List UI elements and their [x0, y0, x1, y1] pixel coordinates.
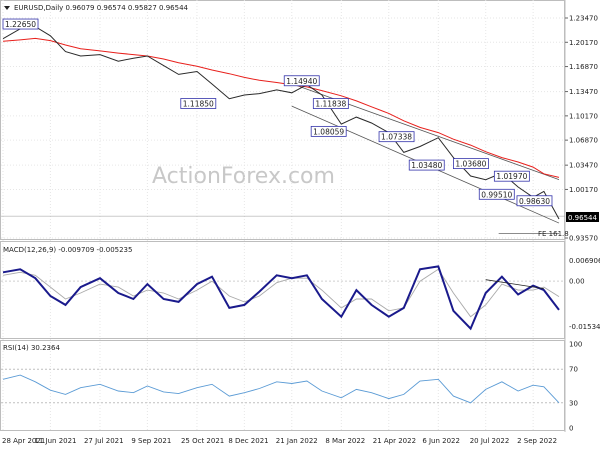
price-tick-label: 1.20170	[569, 39, 598, 47]
macd-line	[2, 265, 560, 331]
x-tick-label: 2 Sep 2022	[517, 437, 557, 445]
last-price-label: 0.96544	[568, 214, 597, 222]
x-tick-label: 6 Jun 2022	[422, 437, 460, 445]
annotation-label: 1.11850	[183, 99, 214, 108]
macd-signal-line	[2, 268, 560, 318]
x-tick-label: 21 Jan 2022	[276, 437, 318, 445]
x-tick-label: 8 Dec 2021	[228, 437, 268, 445]
rsi-tick-label: 0	[569, 425, 573, 433]
annotation-box	[312, 98, 349, 109]
annotation-label: 1.14940	[286, 77, 317, 86]
price-tick-label: 1.16870	[569, 63, 598, 71]
annotation-label: 1.07338	[381, 133, 412, 142]
annotation-label: 1.03680	[455, 160, 486, 169]
annotation-label: 1.11838	[315, 100, 346, 109]
level-annotation: 1.08059	[310, 125, 347, 137]
level-annotation: 1.22650	[2, 18, 39, 30]
annotation-label: 1.03480	[411, 161, 442, 170]
macd-tick-label: 0.006906	[569, 257, 600, 265]
chart-menu-triangle-icon[interactable]	[4, 6, 10, 10]
price-tick-label: 1.10170	[569, 112, 598, 120]
annotation-box	[516, 195, 553, 207]
price-tick-label: 1.03470	[569, 162, 598, 170]
annotation-box	[478, 188, 515, 200]
annotation-box	[408, 159, 445, 171]
annotation-box	[453, 158, 489, 170]
rsi-tick-label: 100	[569, 341, 582, 349]
annotation-label: 0.98630	[519, 197, 550, 206]
x-tick-label: 21 Apr 2022	[373, 437, 416, 445]
annotation-box	[493, 170, 530, 182]
x-tick-label: 25 Oct 2021	[181, 437, 224, 445]
macd-header: MACD(12,26,9) -0.009709 -0.005235	[3, 246, 132, 254]
level-annotation: 1.03680	[453, 158, 489, 170]
x-tick-label: 28 Apr 2021	[2, 437, 45, 445]
annotation-box	[2, 18, 39, 30]
price-tick-label: 0.93570	[569, 235, 598, 243]
annotation-label: 1.08059	[313, 127, 344, 136]
x-tick-label: 11 Jun 2021	[34, 437, 76, 445]
annotation-label: 0.99510	[481, 190, 512, 199]
level-annotation: 1.01970	[493, 170, 530, 182]
rsi-tick-label: 30	[569, 399, 578, 407]
rsi-line	[2, 374, 560, 404]
price-tick-label: 1.23470	[569, 15, 598, 23]
annotation-box	[378, 131, 415, 143]
x-tick-label: 27 Jul 2021	[84, 437, 124, 445]
x-tick-label: 20 Jul 2022	[470, 437, 510, 445]
rsi-tick-label: 70	[569, 366, 578, 374]
annotation-label: 1.01970	[496, 172, 527, 181]
level-annotation: 0.98630	[516, 195, 553, 207]
channel-upper-line	[284, 80, 560, 181]
price-tick-label: 1.06870	[569, 137, 598, 145]
price-tick-label: 1.00170	[569, 186, 598, 194]
last-price-box	[566, 212, 599, 222]
macd-trendline	[485, 279, 544, 289]
macd-tick-label: 0.00	[569, 278, 585, 286]
level-annotation: 1.11838	[312, 98, 349, 109]
annotation-box	[310, 125, 347, 137]
level-annotation: 1.03480	[408, 159, 445, 171]
x-tick-label: 8 Mar 2022	[325, 437, 365, 445]
price-header: EURUSD,Daily 0.96079 0.96574 0.95827 0.9…	[14, 4, 189, 12]
price-line	[2, 26, 560, 220]
level-annotation: 0.99510	[478, 188, 515, 200]
level-annotation: 1.14940	[283, 75, 320, 87]
annotation-box	[283, 75, 320, 87]
level-annotation: 1.11850	[180, 98, 217, 109]
watermark: ActionForex.com	[152, 164, 335, 189]
level-annotation: 1.07338	[378, 131, 415, 143]
annotation-label: 1.22650	[5, 20, 36, 29]
price-tick-label: 1.13470	[569, 88, 598, 96]
macd-tick-label: -0.015348	[569, 323, 600, 331]
fe-label: FE 161.8	[538, 230, 569, 238]
annotation-box	[180, 98, 217, 109]
rsi-header: RSI(14) 30.2364	[3, 344, 60, 352]
x-tick-label: 9 Sep 2021	[131, 437, 171, 445]
